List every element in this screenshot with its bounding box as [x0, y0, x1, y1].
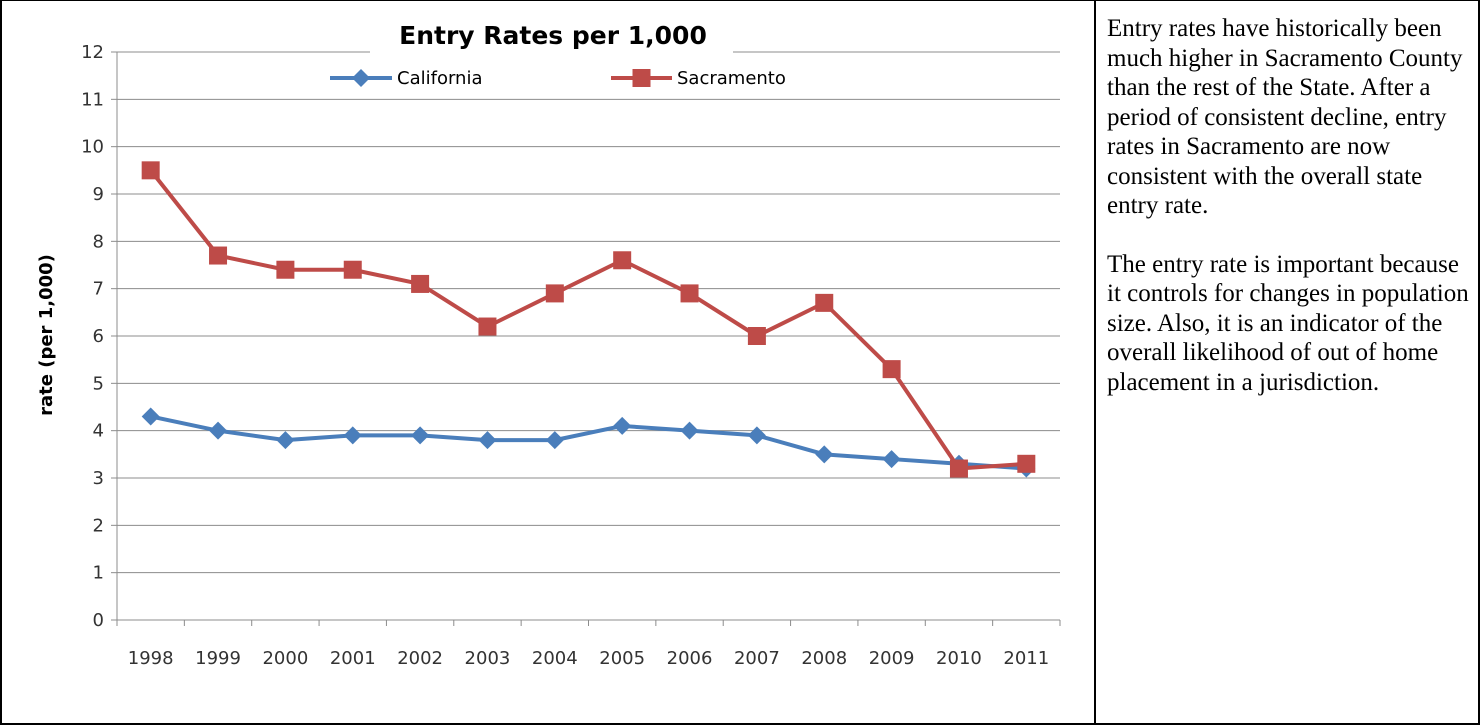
- data-point-california-2002: [411, 426, 430, 445]
- data-point-sacramento-2008: [815, 293, 834, 312]
- x-tick-label: 2000: [262, 648, 308, 669]
- x-tick-label: 1999: [195, 648, 241, 669]
- x-tick-label: 2004: [532, 648, 578, 669]
- data-point-sacramento-1999: [209, 246, 228, 265]
- data-point-california-2003: [478, 431, 497, 450]
- x-tick-label: 2005: [599, 648, 645, 669]
- data-point-sacramento-2000: [276, 260, 295, 279]
- data-point-sacramento-2007: [747, 327, 766, 345]
- data-point-california-2004: [545, 431, 564, 450]
- series-group: [141, 161, 1036, 478]
- data-point-california-2006: [680, 421, 699, 440]
- column-divider: [1094, 0, 1096, 725]
- x-tick-label: 2008: [801, 648, 847, 669]
- series-line-sacramento: [149, 169, 1027, 471]
- x-tick-label: 2009: [869, 648, 915, 669]
- data-point-sacramento-2005: [613, 251, 632, 270]
- series-sacramento: [141, 161, 1036, 478]
- legend-label-sacramento: Sacramento: [677, 68, 786, 89]
- data-point-california-2007: [747, 426, 766, 445]
- legend: California Sacramento: [330, 68, 786, 89]
- y-tick-label: 9: [93, 184, 104, 205]
- gridlines: [111, 51, 1060, 621]
- x-tick-label: 2001: [330, 648, 376, 669]
- x-tick-label: 2007: [734, 648, 780, 669]
- title-background: [370, 16, 733, 56]
- y-tick-label: 12: [81, 42, 104, 63]
- y-axis-label: rate (per 1,000): [36, 254, 57, 416]
- data-point-california-1999: [209, 421, 228, 440]
- data-point-sacramento-2002: [411, 274, 430, 293]
- y-tick-label: 4: [93, 421, 104, 442]
- x-tick-label: 2003: [465, 648, 511, 669]
- commentary-paragraph-2: The entry rate is important because it c…: [1107, 250, 1469, 396]
- data-point-sacramento-1998: [141, 161, 160, 180]
- legend-marker-sacramento: [632, 69, 651, 87]
- commentary-paragraph-1: Entry rates have historically been much …: [1107, 15, 1463, 219]
- y-tick-label: 7: [93, 279, 104, 300]
- y-tick-label: 6: [93, 326, 104, 347]
- data-point-california-2000: [276, 431, 295, 450]
- y-tick-label: 0: [93, 610, 104, 631]
- data-point-sacramento-2001: [343, 260, 362, 279]
- y-tick-label: 10: [81, 137, 104, 158]
- y-tick-label: 8: [93, 231, 104, 252]
- x-tick-label: 2006: [667, 648, 713, 669]
- data-point-california-2001: [343, 426, 362, 445]
- legend-label-california: California: [397, 68, 482, 89]
- data-point-california-2005: [613, 416, 632, 435]
- data-point-california-2008: [815, 445, 834, 464]
- x-tick-label: 2002: [397, 648, 443, 669]
- commentary: Entry rates have historically been much …: [1107, 14, 1472, 397]
- series-line-california: [150, 414, 1027, 471]
- x-axis: 1998 1999 2000 2001 2002 2003 2004 2005 2006 2007…: [116, 619, 1061, 669]
- y-tick-label: 1: [93, 563, 104, 584]
- data-point-california-2009: [882, 450, 901, 469]
- y-tick-label: 5: [93, 373, 104, 394]
- data-point-sacramento-2009: [882, 360, 901, 379]
- data-point-sacramento-2010: [949, 459, 968, 478]
- legend-marker-california: [352, 69, 370, 87]
- series-california: [141, 407, 1036, 478]
- data-point-sacramento-2011: [1017, 454, 1036, 473]
- data-point-sacramento-2006: [680, 284, 699, 303]
- x-tick-label: 1998: [128, 648, 174, 669]
- y-tick-label: 2: [93, 515, 104, 536]
- y-tick-label: 11: [81, 89, 104, 110]
- x-tick-label: 2010: [936, 648, 982, 669]
- x-tick-label: 2011: [1003, 648, 1049, 669]
- data-point-california-1998: [141, 407, 160, 426]
- data-point-sacramento-2003: [478, 317, 497, 336]
- chart-title: Entry Rates per 1,000: [399, 21, 707, 50]
- data-point-sacramento-2004: [545, 284, 564, 303]
- y-tick-label: 3: [93, 468, 104, 489]
